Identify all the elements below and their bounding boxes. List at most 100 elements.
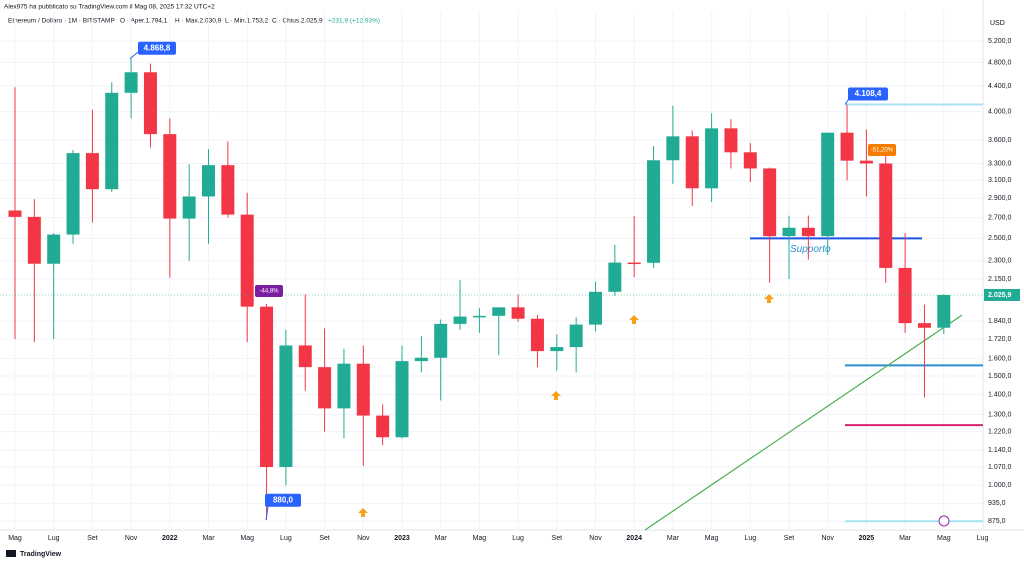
candle-body [550,347,564,352]
candle-body [511,307,525,319]
percent-box [868,144,896,156]
x-tick-label: Mar [667,535,680,542]
event-icon[interactable] [938,515,950,527]
x-tick-label: Mar [202,535,215,542]
y-tick-label: 1.720,0 [988,336,1011,343]
x-tick-label: Set [87,535,98,542]
publisher: Alex975 ha pubblicato su TradingView.com… [4,4,215,11]
candle-body [85,153,99,190]
y-tick-label: 2.300,0 [988,258,1011,265]
x-tick-label: 2023 [394,535,410,542]
y-tick-label: 935,0 [988,500,1006,507]
candle-body [782,227,796,237]
candle-body [453,316,467,324]
y-tick-label: 5.200,0 [988,38,1011,45]
candle-body [105,92,119,190]
x-tick-label: Mag [8,535,22,542]
y-tick-label: 4.800,0 [988,59,1011,66]
candle-body [608,262,622,292]
candle-body [376,415,390,438]
candle-body [705,128,719,189]
currency: USD [990,20,1005,27]
arrow-up [764,294,774,303]
y-tick-label: 1.600,0 [988,355,1011,362]
arrows [358,294,774,517]
y-tick-label: 1.400,0 [988,391,1011,398]
x-tick-label: Lug [512,535,524,542]
candle-body [414,357,428,362]
candle-body [647,160,661,263]
y-tick-label: 3.300,0 [988,160,1011,167]
candle-body [240,214,254,307]
candle-body [917,323,931,328]
x-tick-label: 2025 [859,535,875,542]
x-tick-label: Mag [473,535,487,542]
candle-body [163,134,177,219]
candle-body [260,306,274,468]
candle-body [27,216,41,264]
x-tick-label: Nov [589,535,602,542]
candle-body [724,128,738,153]
candle-body [221,165,235,215]
candle-body [124,72,138,93]
y-tick-label: 3.600,0 [988,137,1011,144]
x-tick-label: Nov [357,535,370,542]
x-tick-label: Lug [48,535,60,542]
x-tick-label: Lug [744,535,756,542]
candle-body [279,345,293,468]
y-tick-label: 1.220,0 [988,429,1011,436]
candle-body [666,136,680,161]
symbol: Ethereum / Dollaro · 1M · BITSTAMP [8,18,115,25]
y-tick-label: 4.400,0 [988,83,1011,90]
candle-body [298,345,312,368]
candle-body [763,168,777,237]
candle-body [492,307,506,316]
x-tick-label: Lug [977,535,989,542]
y-tick-label: 1.000,0 [988,482,1011,489]
ohlc-close: C · Chius.2.025,9 [272,18,323,25]
price-label-box [138,41,176,55]
x-tick-label: 2024 [626,535,642,542]
x-tick-label: Set [319,535,330,542]
price-label: 4.868,8 [144,43,171,52]
logo-icon [6,550,16,557]
y-tick-label: 3.100,0 [988,177,1011,184]
y-tick-label: 1.500,0 [988,373,1011,380]
candle-body [569,324,583,348]
candle-body [143,72,157,135]
x-tick-label: Nov [125,535,138,542]
y-tick-label: 4.000,0 [988,109,1011,116]
last-price-label: 2.025,9 [988,292,1011,299]
candle-body [202,165,215,197]
candle-body [66,153,80,235]
arrow-up [629,315,639,324]
candle-body [318,367,332,409]
ohlc-open: O · Aper.1.794,1 [120,18,168,25]
x-tick-label: Set [784,535,795,542]
candle-body [898,267,912,324]
y-tick-label: 2.700,0 [988,214,1011,221]
candle-body [395,361,409,438]
x-tick-label: Mar [435,535,448,542]
candle-body [840,132,854,161]
last-price-tag [984,288,1020,301]
y-tick-label: 1.300,0 [988,411,1011,418]
x-tick-label: Nov [821,535,834,542]
footer: TradingView [6,550,62,558]
candle-body [530,318,544,352]
candle-body [743,152,757,169]
ohlc-high: H · Max.2.030,9 [175,18,222,25]
y-tick-label: 2.150,0 [988,276,1011,283]
candle-body [8,210,22,217]
candle-body [937,294,951,328]
x-tick-label: Mag [705,535,719,542]
candle-body [434,323,448,358]
price-label-box [848,87,888,101]
arrow-up [551,391,561,400]
y-tick-label: 2.900,0 [988,195,1011,202]
candle-body [801,227,815,237]
candle-body [589,291,602,325]
arrow-up [358,508,368,517]
percent-label: -51,20% [871,148,894,154]
